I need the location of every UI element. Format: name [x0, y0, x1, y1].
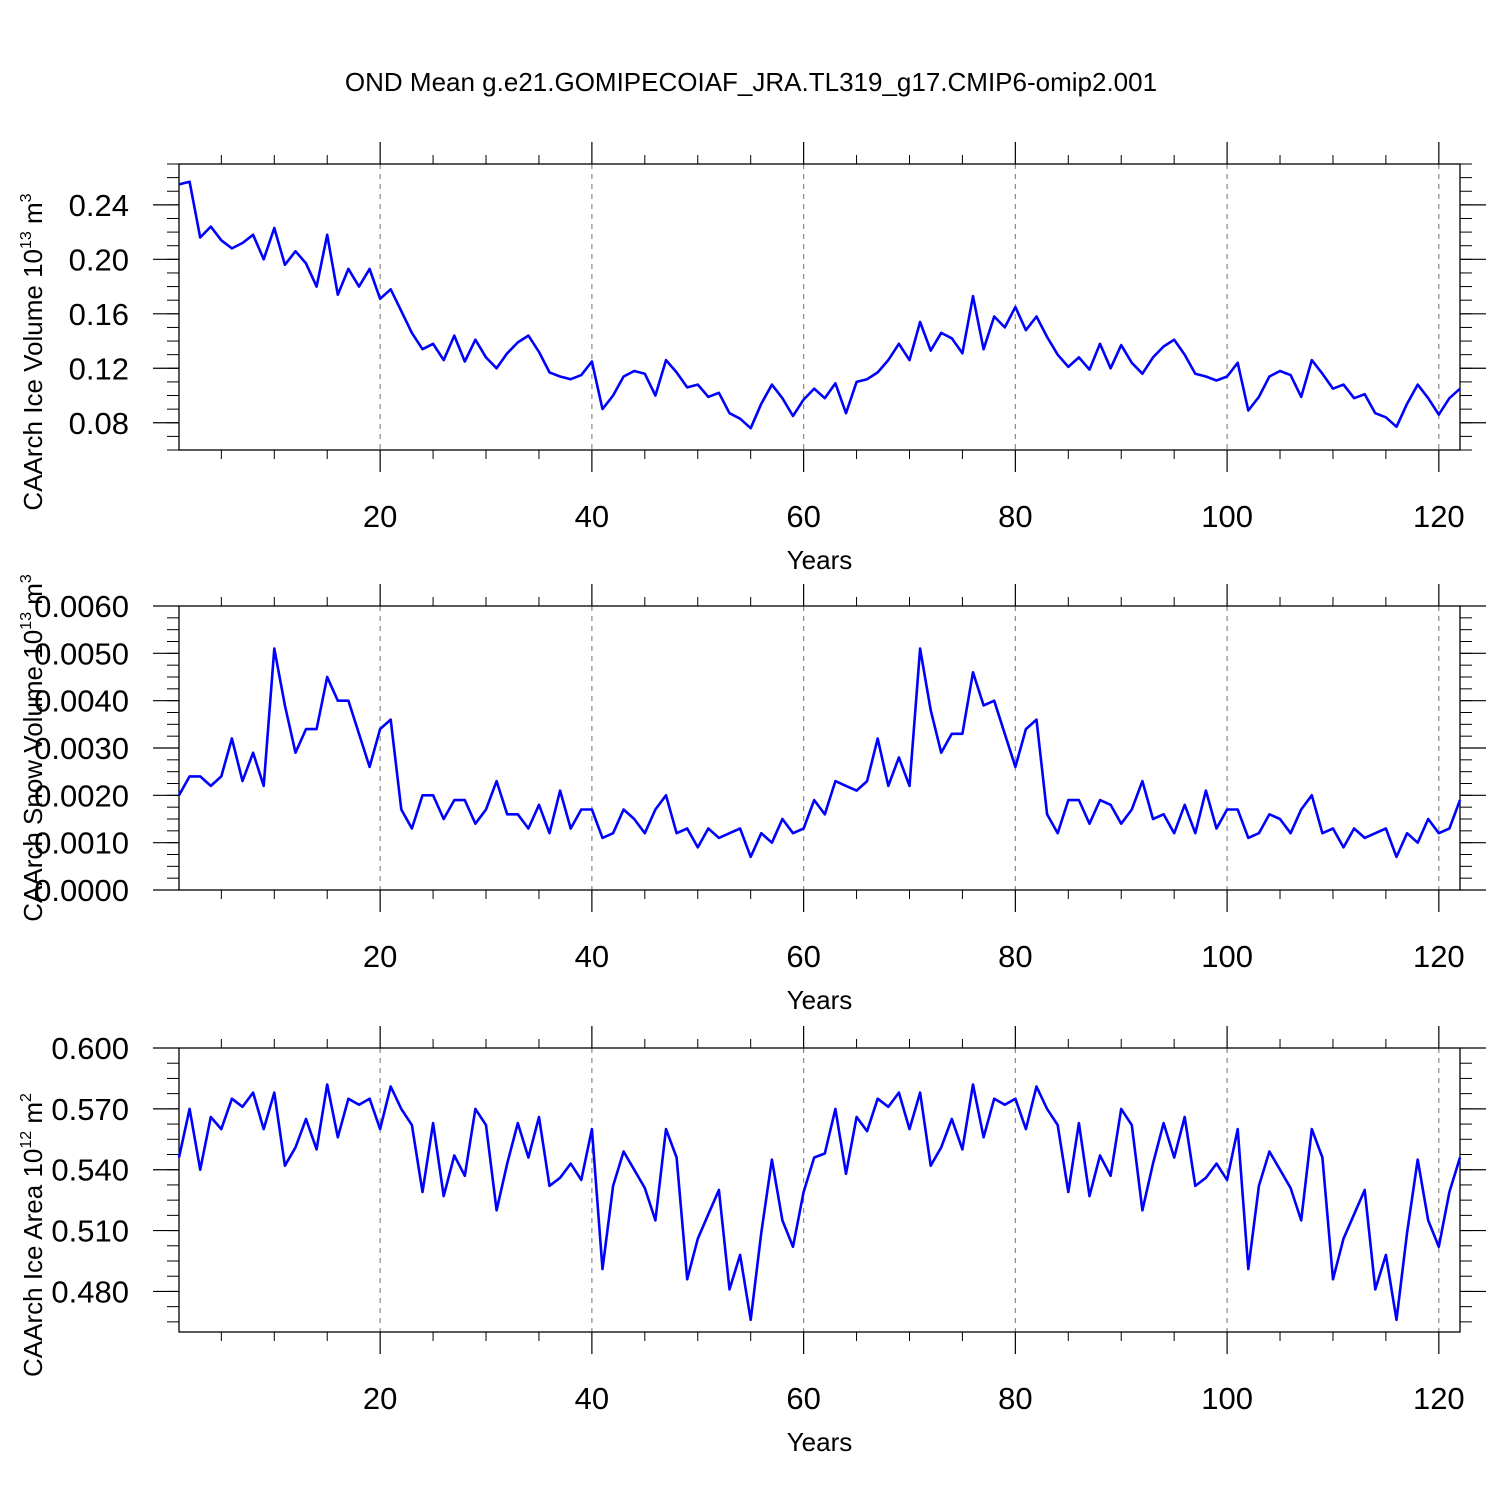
- y-axis-label-superscript: 3: [18, 193, 35, 202]
- y-axis-label: CAArch Snow Volume 1013 m3: [18, 574, 48, 922]
- y-axis-label-text: CAArch Ice Volume 10: [18, 249, 48, 511]
- y-tick-label: 0.0010: [34, 826, 129, 861]
- y-tick-label: 0.0020: [34, 778, 129, 813]
- y-tick-label: 0.24: [69, 188, 129, 223]
- y-axis-label-text: CAArch Ice Area 10: [18, 1149, 48, 1377]
- y-tick-label: 0.08: [69, 406, 129, 441]
- x-axis-label: Years: [787, 1427, 853, 1457]
- y-axis-label: CAArch Ice Area 1012 m2: [18, 1093, 48, 1377]
- y-tick-label: 0.600: [51, 1031, 129, 1066]
- x-tick-label: 20: [363, 939, 397, 974]
- y-axis-label-superscript: 2: [18, 1093, 35, 1102]
- y-tick-label: 0.0040: [34, 684, 129, 719]
- y-axis-label: CAArch Ice Volume 1013 m3: [18, 193, 48, 510]
- y-axis-label-text: m: [18, 202, 48, 231]
- panel-3: 20 40 60 80 100 120 0.480 0.510 0.540 0.570 0.600 Y…: [18, 1026, 1486, 1457]
- y-tick-label: 0.16: [69, 297, 129, 332]
- y-axis-label-text: m: [18, 1102, 48, 1131]
- figure-title: OND Mean g.e21.GOMIPECOIAF_JRA.TL319_g17…: [345, 67, 1157, 97]
- y-axis-label-superscript: 13: [18, 612, 35, 630]
- series-line: [178, 180, 1461, 430]
- panel-2: 20 40 60 80 100 120 0.0000 0.0010 0.0020 0.0030 0.…: [18, 574, 1486, 1015]
- y-tick-label: 0.0050: [34, 636, 129, 671]
- x-tick-label: 20: [363, 499, 397, 534]
- x-tick-label: 80: [998, 1381, 1032, 1416]
- x-tick-label: 100: [1201, 1381, 1253, 1416]
- series-line: [177, 647, 1462, 859]
- x-tick-label: 120: [1413, 499, 1465, 534]
- y-tick-label: 0.12: [69, 351, 129, 386]
- y-tick-label: 0.510: [51, 1214, 129, 1249]
- plot-frame: [178, 163, 1461, 451]
- y-axis-label-superscript: 13: [18, 231, 35, 249]
- y-tick-label: 0.0060: [34, 589, 129, 624]
- y-tick-label: 0.570: [51, 1092, 129, 1127]
- x-tick-label: 120: [1413, 1381, 1465, 1416]
- x-tick-label: 120: [1413, 939, 1465, 974]
- y-tick-label: 0.20: [69, 242, 129, 277]
- x-tick-label: 100: [1201, 939, 1253, 974]
- x-tick-label: 100: [1201, 499, 1253, 534]
- plot-frame: [178, 1047, 1461, 1333]
- y-tick-label: 0.480: [51, 1274, 129, 1309]
- y-axis-label-superscript: 12: [18, 1131, 35, 1149]
- x-axis-label: Years: [787, 545, 853, 575]
- x-tick-label: 60: [786, 939, 820, 974]
- y-tick-label: 0.0000: [34, 873, 129, 908]
- x-tick-label: 60: [786, 1381, 820, 1416]
- x-axis-label: Years: [787, 985, 853, 1015]
- y-tick-label: 0.0030: [34, 731, 129, 766]
- x-tick-label: 40: [575, 939, 609, 974]
- x-tick-label: 80: [998, 499, 1032, 534]
- panel-1: 20 40 60 80 100 120 0.08 0.12 0.16 0.20 0.24 Years C…: [18, 142, 1486, 575]
- series-line: [177, 1083, 1462, 1322]
- x-tick-label: 20: [363, 1381, 397, 1416]
- x-tick-label: 40: [575, 499, 609, 534]
- x-tick-label: 60: [786, 499, 820, 534]
- y-axis-label-text: m: [18, 583, 48, 612]
- plot-frame: [178, 605, 1461, 891]
- y-axis-label-superscript: 3: [18, 574, 35, 583]
- x-tick-label: 80: [998, 939, 1032, 974]
- y-axis-label-text: CAArch Snow Volume 10: [18, 630, 48, 922]
- y-tick-label: 0.540: [51, 1153, 129, 1188]
- x-tick-label: 40: [575, 1381, 609, 1416]
